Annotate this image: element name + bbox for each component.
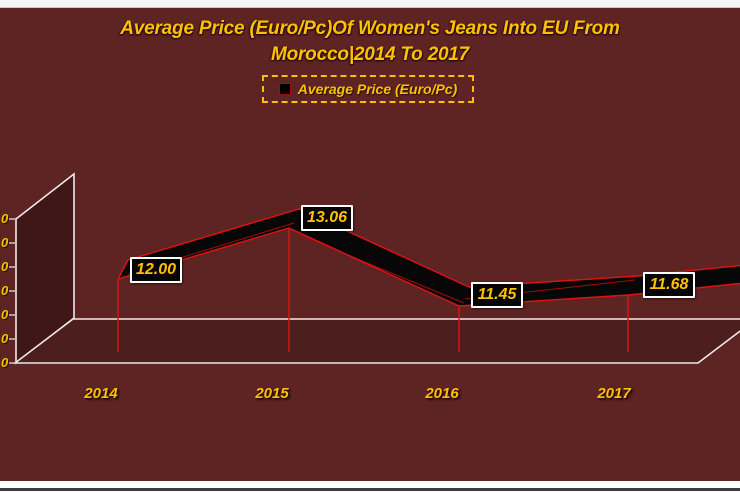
y-tick-label: 0	[1, 331, 9, 346]
y-tick-label: 0	[1, 355, 9, 370]
y-tick-label: 0	[1, 211, 9, 226]
data-label-2014: 12.00	[130, 257, 182, 283]
x-axis-label-2015: 2015	[255, 385, 289, 402]
y-tick-label: 0	[1, 235, 9, 250]
top-window-strip	[0, 0, 740, 8]
y-tick-label: 0	[1, 307, 9, 322]
bottom-divider-line	[0, 488, 740, 491]
chart-title-line-1: Average Price (Euro/Pc)Of Women's Jeans …	[120, 18, 620, 39]
ribbon-left-cap	[117, 259, 129, 280]
legend-label: Average Price (Euro/Pc)	[297, 81, 458, 97]
chart-title: Average Price (Euro/Pc)Of Women's Jeans …	[0, 16, 740, 68]
x-axis-label-2016: 2016	[425, 385, 459, 402]
drop-lines	[117, 228, 629, 352]
chart-title-line-2: Morocco|2014 To 2017	[270, 44, 470, 65]
y-tick-label: 0	[1, 283, 9, 298]
series-marker-icon	[278, 83, 291, 95]
chart-floor	[12, 318, 740, 364]
data-label-2015: 13.06	[301, 205, 353, 231]
y-axis-ticks	[8, 218, 16, 364]
legend: Average Price (Euro/Pc)	[262, 75, 474, 103]
x-axis-label-2014: 2014	[84, 385, 118, 402]
data-label-2016: 11.45	[471, 282, 523, 308]
x-axis-label-2017: 2017	[597, 385, 631, 402]
bottom-window-strip	[0, 481, 740, 493]
y-tick-label: 0	[1, 259, 9, 274]
data-label-2017: 11.68	[643, 272, 695, 298]
